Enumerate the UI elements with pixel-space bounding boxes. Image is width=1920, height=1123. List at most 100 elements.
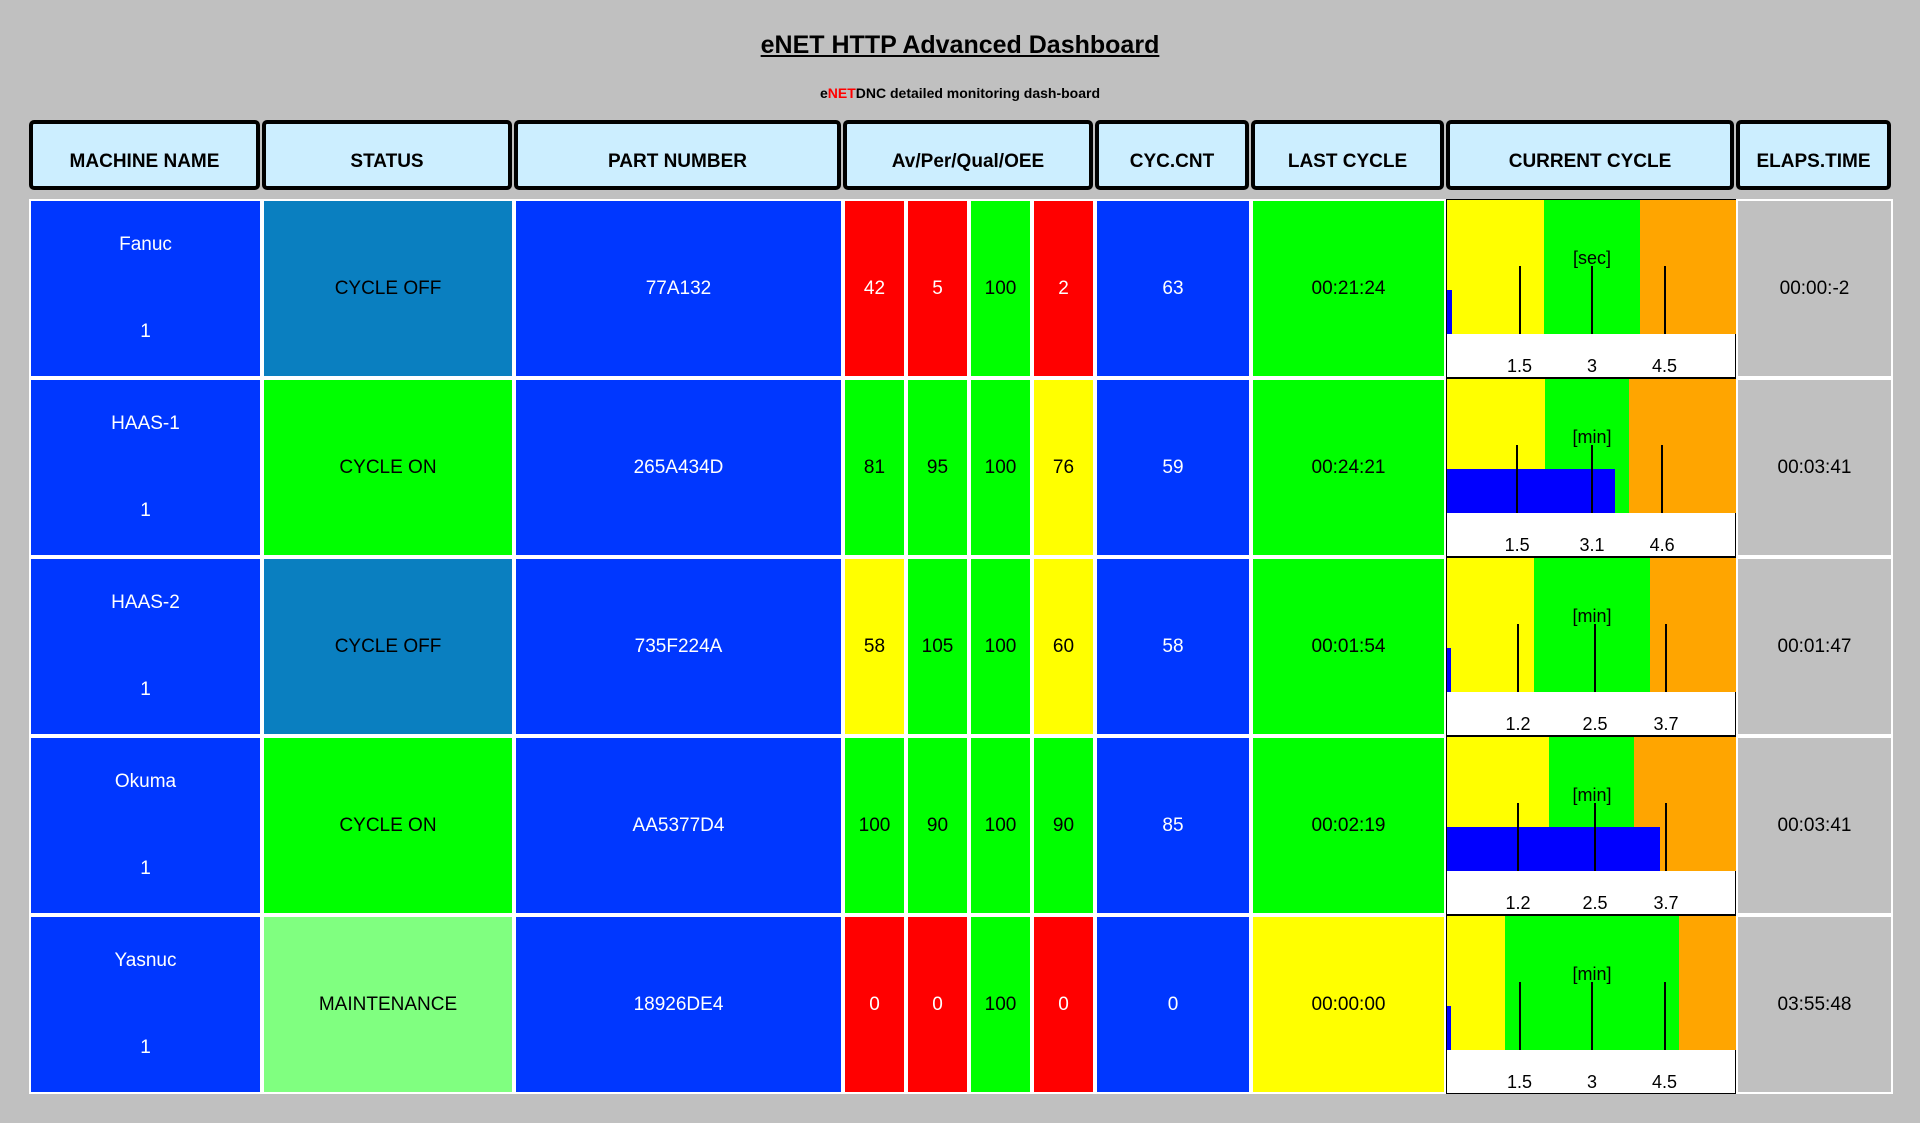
elapsed-cell: 03:55:48 (1736, 915, 1893, 1094)
oee-cell: 60 (1032, 557, 1095, 736)
gauge-unit: [min] (1572, 964, 1612, 984)
gauge-tick (1661, 445, 1664, 513)
gauge: [min] 1.5 3.1 4.6 (1446, 378, 1737, 557)
machine-name: Yasnuc (114, 949, 177, 971)
last-cycle-cell: 00:24:21 (1251, 378, 1446, 557)
oee-cell: 81 (843, 378, 906, 557)
oee-cell: 100 (969, 736, 1032, 915)
gauge-bar (1447, 469, 1616, 513)
column-header: LAST CYCLE (1251, 120, 1444, 190)
column-header: CURRENT CYCLE (1446, 120, 1734, 190)
oee-cell: 0 (843, 915, 906, 1094)
part-cell: 18926DE4 (514, 915, 843, 1094)
part-cell: AA5377D4 (514, 736, 843, 915)
status-cell: MAINTENANCE (262, 915, 514, 1094)
column-header: PART NUMBER (514, 120, 841, 190)
elapsed-cell: 00:00:-2 (1736, 199, 1893, 378)
cycle-count-cell: 0 (1095, 915, 1251, 1094)
machine-cell: Yasnuc 1 (29, 915, 262, 1094)
gauge-zone (1679, 916, 1737, 1050)
gauge-bar (1447, 648, 1451, 692)
gauge: [sec] 1.5 3 4.5 (1446, 199, 1737, 378)
oee-cell: 100 (843, 736, 906, 915)
oee-cell: 2 (1032, 199, 1095, 378)
column-header: Av/Per/Qual/OEE (843, 120, 1093, 190)
machine-count: 1 (140, 679, 151, 701)
elapsed-cell: 00:01:47 (1736, 557, 1893, 736)
gauge-tick-label: 4.5 (1651, 356, 1678, 376)
cycle-count-cell: 58 (1095, 557, 1251, 736)
gauge-tick (1517, 803, 1520, 871)
gauge-tick-label: 3 (1586, 1072, 1597, 1092)
subtitle: e NET DNC detailed monitoring dash-board (0, 83, 1920, 103)
gauge-zone (1447, 916, 1505, 1050)
gauge-bar (1447, 1006, 1451, 1050)
machine-name: Okuma (114, 770, 177, 792)
gauge-tick-label: 3.7 (1653, 714, 1679, 734)
gauge-tick (1591, 445, 1593, 513)
oee-cell: 95 (906, 378, 969, 557)
machine-cell: HAAS-2 1 (29, 557, 262, 736)
gauge-zone (1640, 200, 1737, 334)
status-cell: CYCLE OFF (262, 557, 514, 736)
gauge-tick (1516, 445, 1519, 513)
oee-cell: 100 (969, 199, 1032, 378)
gauge-zone (1629, 379, 1737, 513)
cycle-count-cell: 59 (1095, 378, 1251, 557)
gauge: [min] 1.2 2.5 3.7 (1446, 557, 1737, 736)
gauge-tick-label: 2.5 (1582, 714, 1608, 734)
part-cell: 77A132 (514, 199, 843, 378)
gauge-unit: [min] (1572, 606, 1612, 626)
machine-name: HAAS-1 (111, 412, 180, 434)
gauge-zone (1447, 200, 1544, 334)
gauge-tick-label: 1.2 (1505, 893, 1531, 913)
machine-name: HAAS-2 (111, 591, 180, 613)
gauge-tick-label: 1.5 (1506, 356, 1533, 376)
gauge-tick (1593, 624, 1596, 692)
gauge-bar (1447, 827, 1661, 871)
column-header: MACHINE NAME (29, 120, 260, 190)
column-header: CYC.CNT (1095, 120, 1249, 190)
oee-cell: 105 (906, 557, 969, 736)
oee-cell: 5 (906, 199, 969, 378)
machine-name: Fanuc (119, 233, 172, 255)
last-cycle-cell: 00:02:19 (1251, 736, 1446, 915)
gauge-zone (1534, 558, 1650, 692)
gauge-tick-label: 3.7 (1653, 893, 1679, 913)
oee-cell: 76 (1032, 378, 1095, 557)
subtitle-part: DNC detailed monitoring dash-board (855, 85, 1101, 101)
oee-cell: 0 (906, 915, 969, 1094)
gauge-tick-label: 1.5 (1506, 1072, 1533, 1092)
title: eNET HTTP Advanced Dashboard (760, 30, 1160, 59)
column-header: ELAPS.TIME (1736, 120, 1891, 190)
machine-count: 1 (140, 321, 151, 343)
status-cell: CYCLE ON (262, 378, 514, 557)
column-header: STATUS (262, 120, 512, 190)
cycle-count-cell: 63 (1095, 199, 1251, 378)
gauge-tick (1591, 266, 1593, 334)
gauge-tick-label: 2.5 (1582, 893, 1608, 913)
gauge-unit: [sec] (1572, 248, 1611, 268)
gauge-tick (1664, 624, 1667, 692)
gauge-tick (1518, 982, 1521, 1050)
gauge-bar (1447, 290, 1452, 334)
gauge-tick (1663, 982, 1666, 1050)
gauge-tick (1593, 803, 1596, 871)
gauge-unit: [min] (1572, 785, 1612, 805)
gauge-tick-label: 3.1 (1579, 535, 1605, 555)
last-cycle-cell: 00:21:24 (1251, 199, 1446, 378)
last-cycle-cell: 00:01:54 (1251, 557, 1446, 736)
oee-cell: 100 (969, 557, 1032, 736)
gauge-zone (1447, 558, 1534, 692)
machine-count: 1 (140, 1037, 151, 1059)
machine-cell: Fanuc 1 (29, 199, 262, 378)
machine-cell: Okuma 1 (29, 736, 262, 915)
cycle-count-cell: 85 (1095, 736, 1251, 915)
part-cell: 735F224A (514, 557, 843, 736)
status-cell: CYCLE ON (262, 736, 514, 915)
gauge-tick (1591, 982, 1593, 1050)
oee-cell: 58 (843, 557, 906, 736)
gauge-tick-label: 1.5 (1504, 535, 1530, 555)
elapsed-cell: 00:03:41 (1736, 736, 1893, 915)
